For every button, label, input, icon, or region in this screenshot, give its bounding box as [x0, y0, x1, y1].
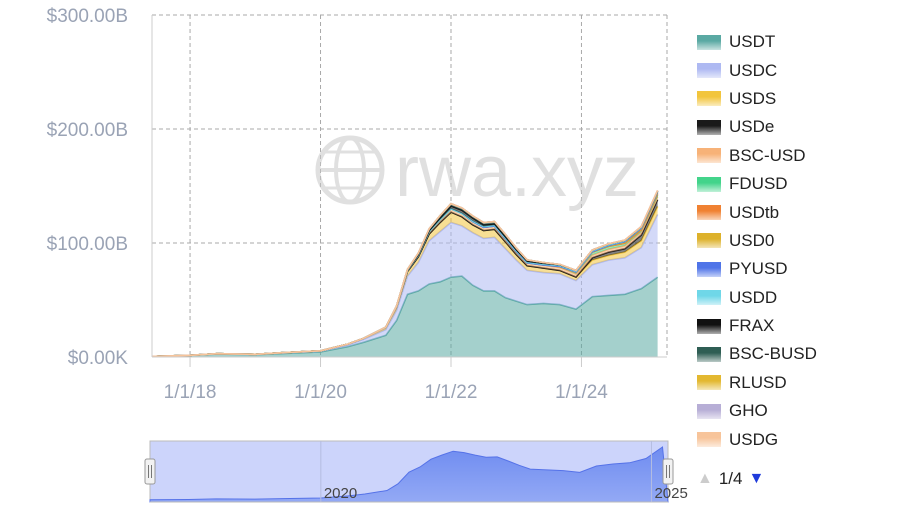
legend-label: PYUSD [729, 259, 788, 279]
navigator-handle-right[interactable] [662, 458, 674, 485]
legend-swatch [697, 176, 721, 192]
axes: $0.00K $100.00B $200.00B $300.00B 1/1/18 1/1/… [47, 6, 667, 403]
legend-page-indicator: 1/4 [718, 469, 743, 488]
legend-label: BSC-USD [729, 145, 806, 165]
navigator-handle-left[interactable] [144, 458, 156, 485]
legend-swatch [697, 63, 721, 79]
legend-label: USDT [729, 32, 776, 52]
legend-swatch [697, 375, 721, 391]
legend-swatch [697, 91, 721, 107]
legend-item-usd0[interactable]: USD0 [697, 227, 907, 255]
legend-label: USD0 [729, 230, 775, 250]
legend-label: RLUSD [729, 372, 787, 392]
legend-swatch [697, 233, 721, 249]
legend-item-fdusd[interactable]: FDUSD [697, 170, 907, 198]
legend-item-frax[interactable]: FRAX [697, 312, 907, 340]
handle-grip[interactable] [662, 458, 674, 485]
legend-item-usdc[interactable]: USDC [697, 56, 907, 84]
legend-label: BSC-BUSD [729, 344, 817, 364]
watermark: rwa.xyz [315, 132, 639, 212]
legend: USDT USDC USDS USDe BSC-USD FDUSD USDtb USD0 PYU… [697, 28, 907, 454]
legend-label: FDUSD [729, 174, 788, 194]
x-tick-label: 1/1/22 [425, 382, 478, 403]
x-tick-label: 1/1/24 [555, 382, 608, 403]
legend-item-bsc-busd[interactable]: BSC-BUSD [697, 340, 907, 368]
legend-item-pyusd[interactable]: PYUSD [697, 255, 907, 283]
legend-swatch [697, 403, 721, 419]
legend-item-usdg[interactable]: USDG [697, 425, 907, 453]
legend-item-gho[interactable]: GHO [697, 397, 907, 425]
handle-grip[interactable] [144, 458, 156, 485]
globe-icon [315, 135, 385, 205]
range-navigator[interactable]: 2020 2025 [144, 440, 688, 503]
legend-item-bsc-usd[interactable]: BSC-USD [697, 142, 907, 170]
legend-item-usdt[interactable]: USDT [697, 28, 907, 56]
legend-label: USDC [729, 60, 778, 80]
legend-label: USDe [729, 117, 775, 137]
y-tick-label: $100.00B [47, 234, 128, 255]
legend-swatch [697, 205, 721, 221]
area-usdt [152, 276, 658, 357]
x-tick-label: 1/1/18 [164, 382, 217, 403]
legend-label: GHO [729, 401, 768, 421]
legend-label: USDG [729, 429, 779, 449]
legend-swatch [697, 148, 721, 164]
legend-swatch [697, 346, 721, 362]
line-usdg [151, 189, 659, 358]
navigator-year-label: 2025 [654, 485, 687, 502]
navigator-year-label: 2020 [324, 485, 357, 502]
legend-swatch [697, 261, 721, 277]
legend-label: USDD [729, 287, 778, 307]
grid-lines [152, 14, 668, 357]
legend-label: FRAX [729, 316, 775, 336]
legend-item-usde[interactable]: USDe [697, 113, 907, 141]
watermark-text: rwa.xyz [395, 132, 639, 212]
legend-item-rlusd[interactable]: RLUSD [697, 369, 907, 397]
legend-label: USDS [729, 88, 777, 108]
legend-page-up-icon[interactable]: ▲ [697, 470, 713, 487]
navigator-series [149, 446, 669, 503]
legend-swatch [697, 432, 721, 448]
legend-label: USDtb [729, 202, 780, 222]
series-areas [151, 189, 659, 358]
y-tick-label: $0.00K [68, 348, 129, 369]
legend-swatch [697, 318, 721, 334]
legend-item-usdd[interactable]: USDD [697, 284, 907, 312]
legend-swatch [697, 290, 721, 306]
legend-page-down-icon[interactable]: ▼ [748, 470, 765, 487]
legend-item-usds[interactable]: USDS [697, 85, 907, 113]
legend-item-usdtb[interactable]: USDtb [697, 198, 907, 226]
legend-pager: ▲ 1/4 ▼ [697, 468, 764, 490]
x-tick-label: 1/1/20 [294, 382, 347, 403]
legend-swatch [697, 34, 721, 50]
legend-swatch [697, 119, 721, 135]
y-tick-label: $200.00B [47, 120, 128, 141]
y-tick-label: $300.00B [47, 6, 128, 27]
